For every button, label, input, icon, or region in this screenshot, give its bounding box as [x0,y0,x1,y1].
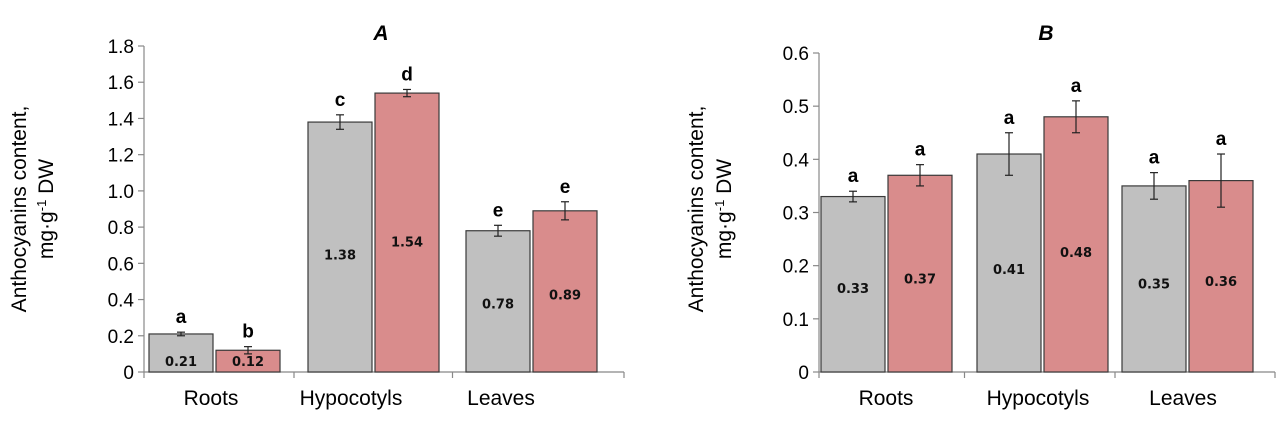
y-tick-label: 0 [123,363,134,384]
chart-panel-a: A 0 0.2 0.4 0.6 0.8 1.0 1.2 1.4 1.6 1.8 Anthocyanin… [8,22,625,410]
bar-value-label: 0.37 [904,272,936,287]
y-tick-label: 0.4 [783,150,810,171]
x-category-label: Leaves [467,387,535,410]
y-unit-suffix: DW [35,159,58,200]
y-axis-label-units: mg·g-1 DW [712,159,737,259]
significance-letter: d [401,64,413,85]
y-tick-label: 0 [798,363,809,384]
significance-letter: a [1071,76,1082,97]
bar [148,333,214,373]
bar [976,153,1042,373]
y-tick-label: 0.8 [108,218,134,239]
y-tick-label: 1.4 [108,109,135,130]
y-tick-label: 0.5 [783,97,809,118]
chart-title: A [372,22,388,45]
bar [820,195,886,373]
significance-letter: a [848,166,859,187]
x-category-label: Hypocotyls [300,387,403,410]
y-unit-prefix: mg·g [35,211,58,259]
y-tick-label: 0.3 [783,204,809,225]
y-tick-label: 1.8 [108,37,134,58]
y-axis-label-units: mg·g-1 DW [34,159,59,259]
bar-value-label: 0.36 [1205,275,1237,290]
significance-letter: a [1216,129,1227,150]
bar-value-label: 0.33 [837,282,869,297]
y-unit-prefix: mg·g [713,211,736,259]
significance-letter: e [560,177,571,198]
y-tick-label: 0.2 [783,257,809,278]
bar-value-label: 1.54 [391,235,423,250]
significance-letter: c [335,90,346,111]
bar-value-label: 0.35 [1138,277,1170,292]
significance-letter: b [242,322,254,343]
bar [307,121,373,373]
y-unit-suffix: DW [713,159,736,200]
y-axis-label: Anthocyanins content, [685,106,708,313]
chart-panel-b: B 0 0.1 0.2 0.3 0.4 0.5 0.6 Anthocyanins content… [685,22,1276,410]
significance-letter: a [1004,108,1015,129]
bar-value-label: 0.12 [232,355,264,370]
y-unit-superscript: -1 [34,200,49,212]
significance-letter: a [176,307,187,328]
bar-value-label: 0.89 [549,288,581,303]
significance-letter: e [493,200,504,221]
x-category-label: Roots [184,387,239,410]
bar-value-label: 0.78 [482,297,514,312]
x-category-label: Hypocotyls [987,387,1090,410]
y-tick-label: 0.1 [783,310,809,331]
y-tick-label: 0.6 [108,254,134,275]
bar-value-label: 0.48 [1060,246,1092,261]
y-tick-label: 1.0 [108,182,134,203]
bar [465,230,531,373]
y-axis-label: Anthocyanins content, [8,106,31,313]
y-unit-superscript: -1 [712,200,727,212]
chart-title: B [1038,22,1053,45]
x-category-label: Roots [859,387,914,410]
bar-value-label: 0.41 [993,263,1025,278]
bar [532,210,598,373]
bar [374,92,440,373]
y-tick-label: 0.2 [108,327,134,348]
y-tick-label: 1.2 [108,146,134,167]
y-tick-label: 0.6 [783,44,809,65]
y-tick-label: 1.6 [108,73,134,94]
bar [1043,116,1109,373]
y-tick-label: 0.4 [108,291,135,312]
x-category-label: Leaves [1149,387,1217,410]
significance-letter: a [915,140,926,161]
bar [1188,180,1254,373]
bar [887,174,953,373]
bar-value-label: 1.38 [324,249,356,264]
significance-letter: a [1149,148,1160,169]
bar-value-label: 0.21 [165,355,197,370]
